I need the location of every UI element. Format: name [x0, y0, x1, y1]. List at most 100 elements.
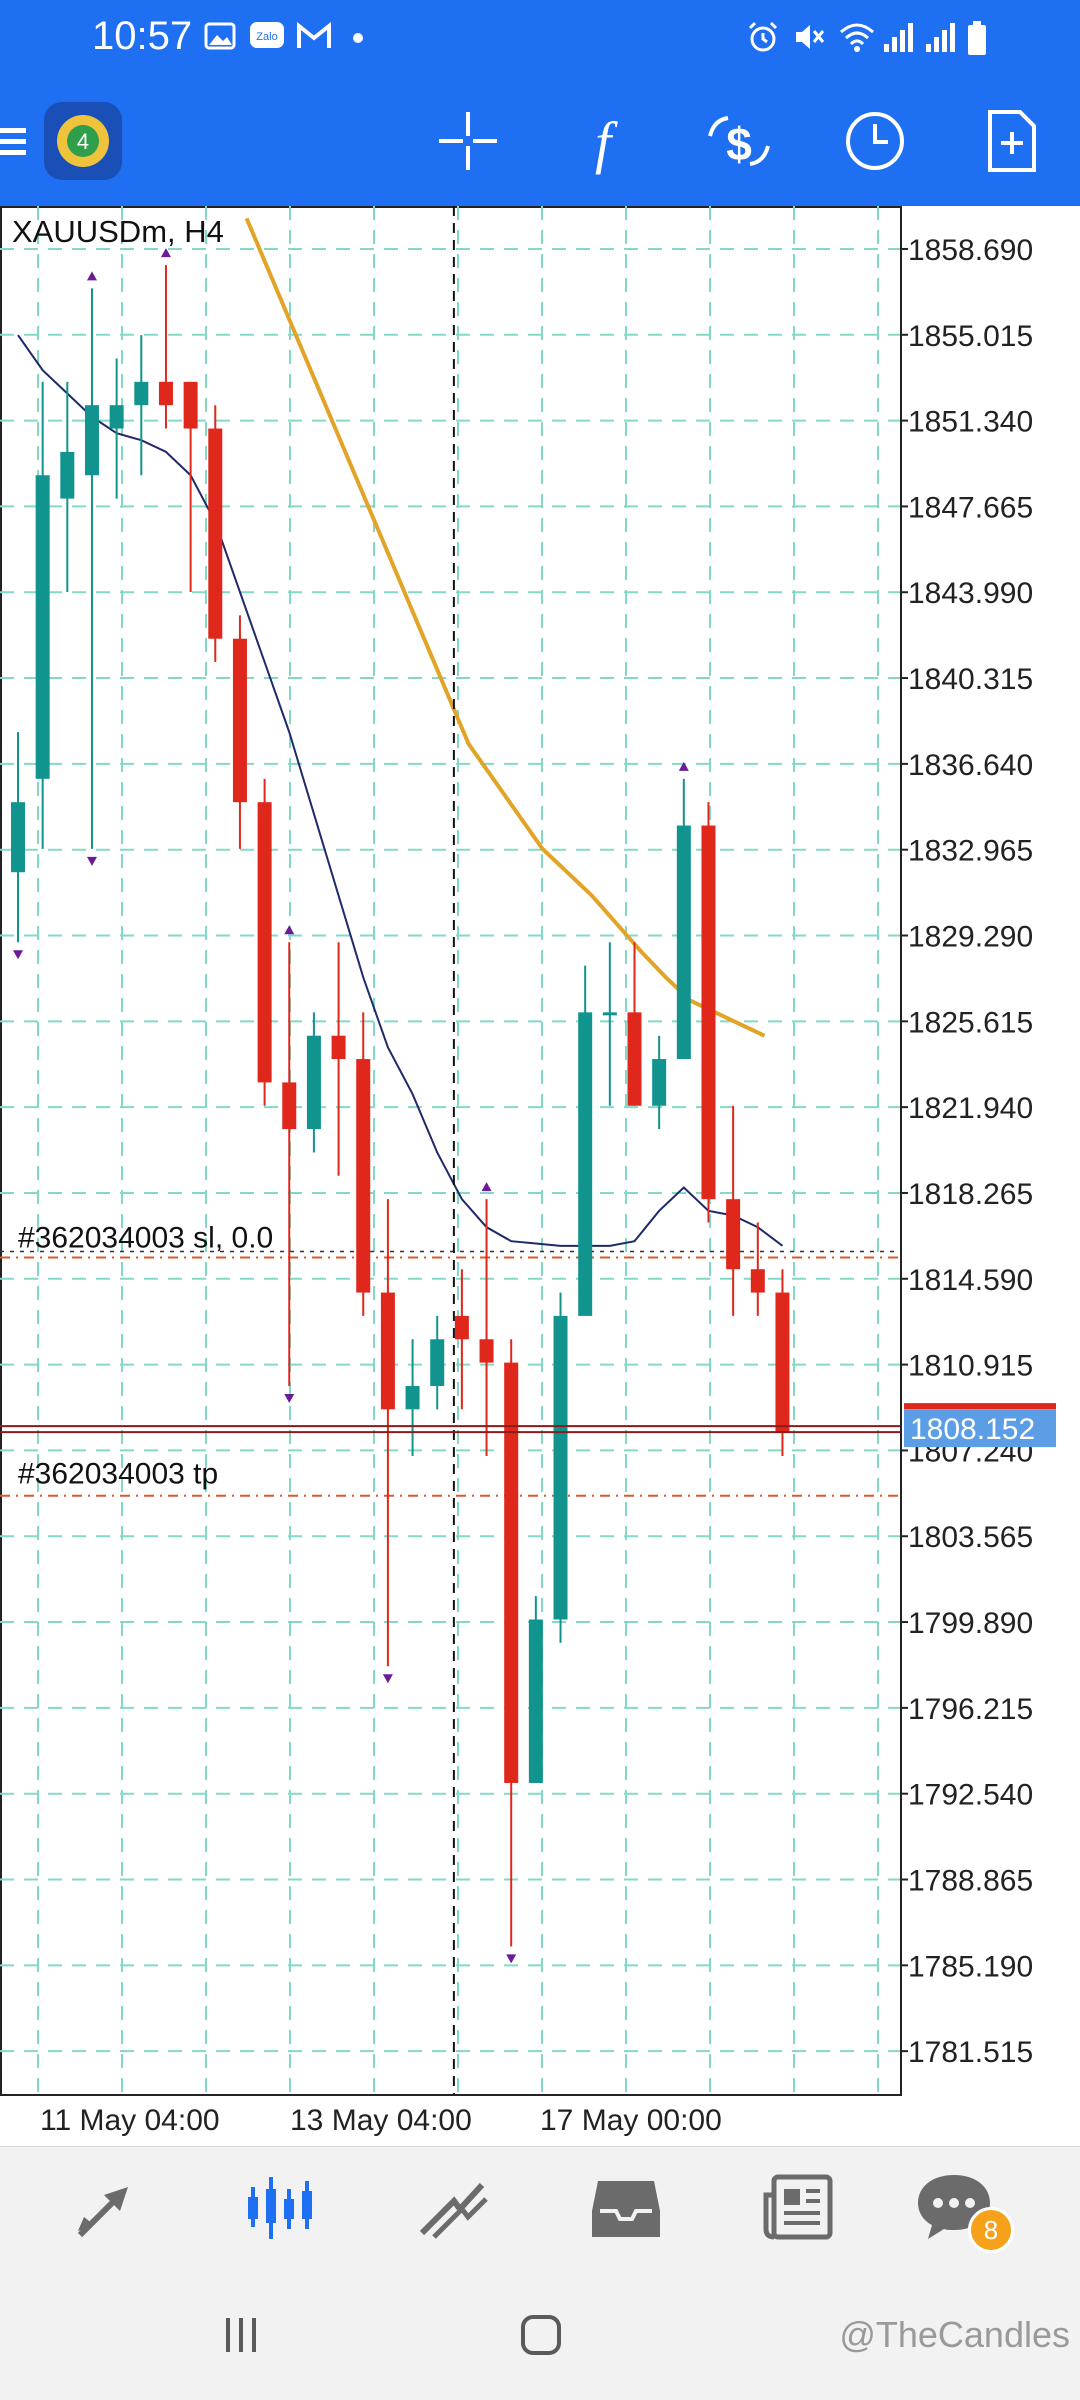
fractal-up-marker — [86, 271, 97, 281]
y-tick-label: 1810.915 — [908, 1350, 1033, 1383]
y-tick-label: 1851.340 — [908, 406, 1033, 439]
y-tick-label: 1847.665 — [908, 491, 1033, 524]
fractal-down-marker — [382, 1674, 393, 1684]
timeframe-clock-icon[interactable] — [840, 106, 910, 176]
news-icon[interactable] — [760, 2167, 840, 2247]
candle-bearish — [504, 1362, 519, 1783]
candle-bullish — [134, 381, 149, 406]
fractal-down-marker — [86, 856, 97, 866]
top-toolbar: 4 f $ — [0, 78, 1080, 206]
candle-bearish — [257, 802, 272, 1083]
y-tick-label: 1814.590 — [908, 1264, 1033, 1297]
y-tick-label: 1792.540 — [908, 1779, 1033, 1812]
y-tick-label: 1836.640 — [908, 749, 1033, 782]
candle-bearish — [627, 1012, 642, 1106]
gmail-icon — [297, 21, 331, 48]
candle-bearish — [183, 381, 198, 429]
candle-bearish — [454, 1315, 469, 1340]
quotes-icon[interactable] — [70, 2167, 150, 2247]
new-order-icon[interactable] — [976, 106, 1046, 176]
candle-bearish — [750, 1269, 765, 1293]
system-navigation: @TheCandles — [0, 2274, 1080, 2400]
y-tick-label: 1796.215 — [908, 1693, 1033, 1726]
indicators-icon[interactable]: f — [568, 106, 638, 176]
y-tick-label: 1781.515 — [908, 2036, 1033, 2069]
menu-icon[interactable] — [0, 106, 30, 176]
take-profit-label: #362034003 tp — [18, 1458, 218, 1491]
stop-loss-label: #362034003 sl, 0.0 — [18, 1222, 273, 1255]
fractal-down-marker — [506, 1954, 517, 1964]
wifi-icon — [840, 23, 874, 52]
x-tick-label: 11 May 04:00 — [40, 2104, 220, 2137]
signal-icon — [884, 23, 913, 52]
x-tick-label: 17 May 00:00 — [540, 2104, 722, 2137]
y-tick-label: 1829.290 — [908, 921, 1033, 954]
app-logo-icon[interactable]: 4 — [42, 100, 124, 182]
candle-bullish — [84, 405, 99, 476]
candle-bearish — [726, 1199, 741, 1270]
y-tick-label: 1788.865 — [908, 1865, 1033, 1898]
bottom-navigation: 8 — [0, 2146, 1080, 2275]
candle-bullish — [306, 1035, 321, 1130]
candle-bearish — [232, 638, 247, 803]
x-tick-label: 13 May 04:00 — [290, 2104, 472, 2137]
moving-average-fast — [17, 334, 784, 1247]
crosshair-icon[interactable] — [433, 106, 503, 176]
candle-bearish — [775, 1292, 790, 1433]
fractal-up-marker — [284, 925, 295, 935]
candle-bullish — [109, 405, 124, 429]
svg-text:4: 4 — [77, 129, 89, 154]
candle-bullish — [578, 1012, 593, 1316]
y-tick-label: 1821.940 — [908, 1092, 1033, 1125]
candle-bullish — [405, 1385, 420, 1410]
candle-bullish — [676, 825, 691, 1060]
chart-symbol-title: XAUUSDm, H4 — [12, 214, 224, 249]
y-tick-label: 1825.615 — [908, 1006, 1033, 1039]
home-icon[interactable] — [516, 2310, 566, 2360]
candlestick-chart[interactable]: 1858.690 1855.015 1851.340 1847.665 1843.990… — [0, 206, 1080, 2146]
history-icon[interactable] — [586, 2167, 666, 2247]
chart-icon[interactable] — [240, 2167, 320, 2247]
y-tick-label: 1840.315 — [908, 663, 1033, 696]
recents-icon[interactable] — [216, 2310, 266, 2360]
dot-icon — [353, 33, 363, 43]
candle-bearish — [282, 1082, 297, 1130]
candle-bearish — [701, 825, 716, 1200]
watermark: @TheCandles — [839, 2314, 1070, 2355]
y-tick-label: 1803.565 — [908, 1521, 1033, 1554]
trade-icon[interactable] — [414, 2167, 494, 2247]
candle-bullish — [430, 1339, 445, 1386]
y-tick-label: 1818.265 — [908, 1178, 1033, 1211]
candle-bearish — [380, 1292, 395, 1410]
candle-bullish — [35, 475, 50, 779]
symbols-icon[interactable]: $ — [704, 106, 774, 176]
y-tick-label: 1799.890 — [908, 1607, 1033, 1640]
plot-frame — [0, 206, 902, 2096]
candle-bullish — [553, 1315, 568, 1620]
alarm-icon — [748, 21, 778, 52]
candle-bullish — [602, 1012, 617, 1016]
fractal-down-marker — [284, 1393, 295, 1403]
candle-bearish — [331, 1035, 346, 1060]
candle-bearish — [356, 1059, 371, 1293]
current-price-box — [904, 1409, 1056, 1448]
messages-badge: 8 — [968, 2207, 1014, 2253]
candle-bearish — [158, 381, 173, 406]
fractal-up-marker — [678, 761, 689, 771]
current-price-label: 1808.152 — [910, 1413, 1035, 1446]
fractal-down-marker — [13, 950, 23, 960]
y-tick-label: 1858.690 — [908, 234, 1033, 267]
y-tick-label: 1855.015 — [908, 320, 1033, 353]
candle-bearish — [208, 428, 223, 639]
zalo-icon: Zalo — [250, 22, 284, 48]
svg-text:f: f — [595, 110, 618, 175]
ask-price-marker — [904, 1403, 1056, 1410]
fractal-up-marker — [481, 1182, 492, 1192]
price-chart[interactable]: 1858.690 1855.015 1851.340 1847.665 1843.990… — [0, 206, 1080, 2146]
candle-bearish — [479, 1339, 494, 1363]
clock: 10:57 — [92, 14, 193, 58]
messages-button[interactable]: 8 — [914, 2167, 1014, 2257]
gallery-icon — [204, 22, 236, 50]
y-tick-label: 1832.965 — [908, 835, 1033, 868]
svg-text:$: $ — [726, 118, 752, 170]
